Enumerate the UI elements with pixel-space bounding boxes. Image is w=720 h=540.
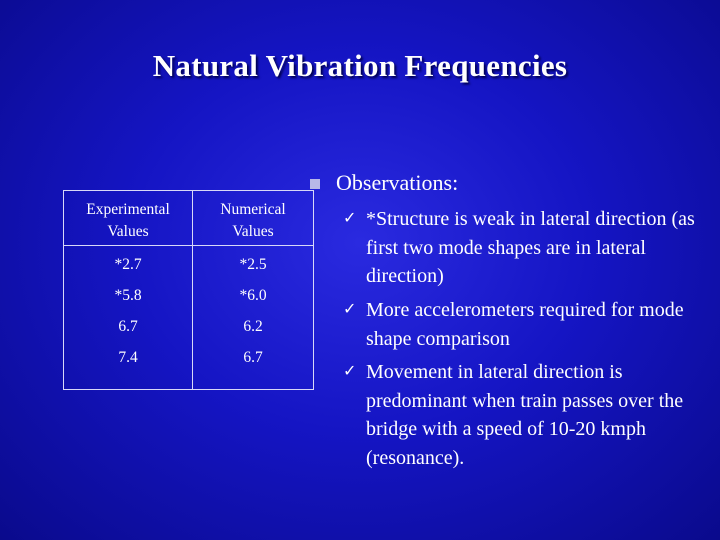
table-column-divider: [192, 191, 193, 389]
experimental-column: Experimental Values *2.7 *5.8 6.7 7.4: [64, 191, 192, 373]
slide-title: Natural Vibration Frequencies: [152, 48, 568, 83]
table-cell: *2.5: [239, 256, 267, 273]
observations-heading: Observations:: [336, 170, 459, 195]
checkmark-icon: ✓: [343, 363, 357, 380]
frequency-table: Experimental Values *2.7 *5.8 6.7 7.4 Nu…: [63, 190, 314, 390]
observation-item: ✓ Movement in lateral direction is predo…: [343, 358, 715, 472]
observation-item: ✓ More accelerometers required for mode …: [343, 296, 715, 353]
checkmark-icon: ✓: [343, 210, 357, 227]
table-cell: *5.8: [114, 287, 142, 304]
table-cell: 6.7: [243, 349, 263, 366]
square-bullet-icon: [310, 179, 320, 189]
table-cell: 7.4: [118, 349, 138, 366]
numerical-header: Numerical Values: [220, 201, 286, 240]
table-cell: 6.7: [118, 318, 138, 335]
table-cell: *6.0: [239, 287, 267, 304]
experimental-header: Experimental Values: [86, 201, 170, 240]
numerical-column: Numerical Values *2.5 *6.0 6.2 6.7: [193, 191, 313, 373]
table-cell: *2.7: [114, 256, 142, 273]
table-cell: 6.2: [243, 318, 263, 335]
checkmark-icon: ✓: [343, 301, 357, 318]
table-header-divider: [64, 245, 313, 246]
observation-item: ✓ *Structure is weak in lateral directio…: [343, 205, 715, 291]
